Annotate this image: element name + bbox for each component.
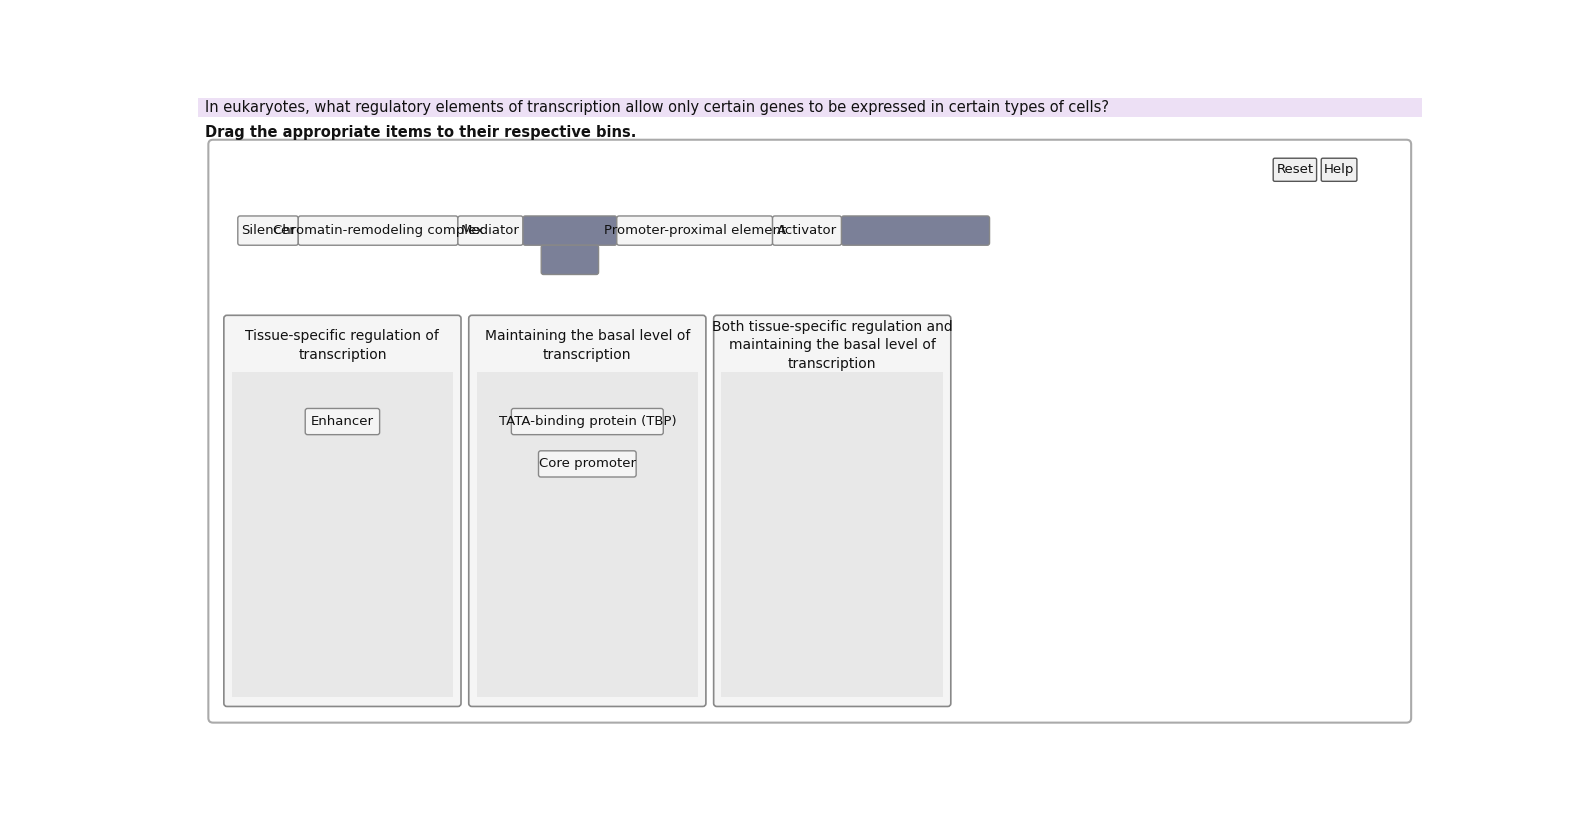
FancyBboxPatch shape <box>1321 158 1357 182</box>
Bar <box>198 98 1422 117</box>
FancyBboxPatch shape <box>458 216 523 245</box>
FancyBboxPatch shape <box>512 408 664 434</box>
Text: Core promoter: Core promoter <box>539 457 635 470</box>
Text: Chromatin-remodeling complex: Chromatin-remodeling complex <box>273 224 483 237</box>
FancyBboxPatch shape <box>305 408 379 434</box>
Bar <box>722 372 943 697</box>
Text: Mediator: Mediator <box>461 224 520 237</box>
Text: Help: Help <box>1324 164 1354 176</box>
Bar <box>232 372 453 697</box>
FancyBboxPatch shape <box>299 216 458 245</box>
Text: Activator: Activator <box>777 224 837 237</box>
FancyBboxPatch shape <box>539 451 637 477</box>
FancyBboxPatch shape <box>209 140 1411 722</box>
FancyBboxPatch shape <box>773 216 842 245</box>
FancyBboxPatch shape <box>239 216 299 245</box>
FancyBboxPatch shape <box>542 245 599 275</box>
FancyBboxPatch shape <box>1273 158 1316 182</box>
Text: Promoter-proximal element: Promoter-proximal element <box>604 224 785 237</box>
Text: Reset: Reset <box>1277 164 1313 176</box>
Text: In eukaryotes, what regulatory elements of transcription allow only certain gene: In eukaryotes, what regulatory elements … <box>205 100 1109 115</box>
Bar <box>477 372 698 697</box>
Text: Tissue-specific regulation of
transcription: Tissue-specific regulation of transcript… <box>245 329 439 362</box>
Text: Maintaining the basal level of
transcription: Maintaining the basal level of transcrip… <box>485 329 690 362</box>
FancyBboxPatch shape <box>616 216 773 245</box>
Text: Enhancer: Enhancer <box>311 415 374 428</box>
FancyBboxPatch shape <box>842 216 989 245</box>
Text: TATA-binding protein (TBP): TATA-binding protein (TBP) <box>499 415 676 428</box>
FancyBboxPatch shape <box>523 216 616 245</box>
FancyBboxPatch shape <box>469 315 706 707</box>
Text: Both tissue-specific regulation and
maintaining the basal level of
transcription: Both tissue-specific regulation and main… <box>713 320 953 371</box>
Text: Silencer: Silencer <box>242 224 295 237</box>
Text: Drag the appropriate items to their respective bins.: Drag the appropriate items to their resp… <box>205 124 637 140</box>
FancyBboxPatch shape <box>714 315 951 707</box>
FancyBboxPatch shape <box>224 315 461 707</box>
